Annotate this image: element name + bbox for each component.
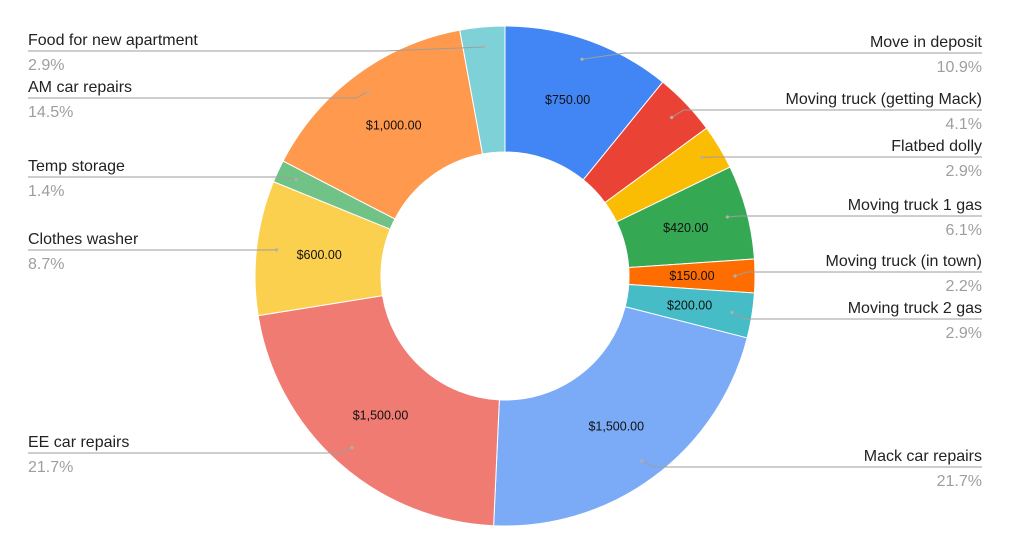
leader-line-moving-truck-getting-mack — [671, 109, 982, 118]
slice-label-moving-truck-in-town: Moving truck (in town) — [826, 253, 983, 270]
leader-dot-ee-car-repairs — [350, 446, 354, 450]
slice-label-mack-car-repairs: Mack car repairs — [864, 448, 982, 465]
leader-dot-mack-car-repairs — [640, 459, 644, 463]
leader-line-moving-truck-1-gas — [727, 215, 982, 218]
leader-dot-move-in-deposit — [580, 57, 584, 61]
leader-line-mack-car-repairs — [641, 460, 982, 468]
slice-ee-car-repairs[interactable] — [257, 295, 500, 527]
leader-line-moving-truck-in-town — [734, 271, 982, 277]
leader-line-ee-car-repairs — [28, 447, 353, 454]
leader-dot-temp-storage — [294, 177, 298, 182]
leader-lines-group — [28, 45, 982, 468]
slices-group — [254, 25, 756, 527]
slice-value-mack-car-repairs: $1,500.00 — [588, 419, 644, 433]
slice-percent-moving-truck-in-town: 2.2% — [946, 278, 982, 295]
slice-am-car-repairs[interactable] — [282, 29, 484, 220]
leader-dot-moving-truck-getting-mack — [670, 115, 674, 120]
slice-outer-labels: Move in deposit 10.9% Moving truck (gettin… — [28, 32, 983, 490]
slice-percent-clothes-washer: 8.7% — [28, 256, 64, 273]
slice-percent-mack-car-repairs: 21.7% — [937, 473, 982, 490]
slice-percent-temp-storage: 1.4% — [28, 183, 64, 200]
leader-dot-food-for-new-apartment — [482, 45, 486, 49]
slice-mack-car-repairs[interactable] — [493, 306, 748, 527]
slice-value-labels: $750.00 $420.00 $150.00 $200.00 $1,500.00 $1,… — [297, 93, 715, 433]
slice-value-clothes-washer: $600.00 — [297, 248, 342, 262]
slice-label-moving-truck-2-gas: Moving truck 2 gas — [848, 300, 982, 317]
slice-label-clothes-washer: Clothes washer — [28, 231, 139, 248]
slice-percent-ee-car-repairs: 21.7% — [28, 459, 73, 476]
slice-percent-food-for-new-apartment: 2.9% — [28, 57, 64, 74]
slice-percent-moving-truck-2-gas: 2.9% — [946, 325, 982, 342]
slice-value-ee-car-repairs: $1,500.00 — [353, 409, 409, 423]
slice-value-am-car-repairs: $1,000.00 — [366, 119, 422, 133]
slice-percent-moving-truck-getting-mack: 4.1% — [946, 116, 982, 133]
leader-dot-flatbed-dolly — [700, 155, 704, 159]
slice-label-flatbed-dolly: Flatbed dolly — [891, 138, 982, 155]
slice-percent-am-car-repairs: 14.5% — [28, 104, 73, 121]
slice-label-am-car-repairs: AM car repairs — [28, 79, 132, 96]
slice-value-moving-truck-1-gas: $420.00 — [663, 221, 708, 235]
slice-value-moving-truck-in-town: $150.00 — [669, 269, 714, 283]
slice-value-move-in-deposit: $750.00 — [545, 93, 590, 107]
leader-line-move-in-deposit — [581, 52, 982, 60]
leader-line-temp-storage — [28, 176, 297, 181]
leader-dot-clothes-washer — [274, 248, 279, 252]
slice-label-food-for-new-apartment: Food for new apartment — [28, 32, 198, 49]
slice-food-for-new-apartment[interactable] — [459, 25, 506, 155]
slice-label-temp-storage: Temp storage — [28, 158, 125, 175]
slice-percent-flatbed-dolly: 2.9% — [946, 163, 982, 180]
slice-label-moving-truck-1-gas: Moving truck 1 gas — [848, 197, 982, 214]
leader-line-moving-truck-2-gas — [731, 312, 982, 320]
slice-percent-moving-truck-1-gas: 6.1% — [946, 222, 982, 239]
leader-dot-moving-truck-1-gas — [725, 215, 729, 219]
leader-dot-moving-truck-in-town — [733, 274, 737, 278]
slice-label-move-in-deposit: Move in deposit — [870, 34, 983, 51]
leader-dot-moving-truck-2-gas — [730, 310, 734, 315]
slice-value-moving-truck-2-gas: $200.00 — [667, 299, 712, 313]
slice-label-ee-car-repairs: EE car repairs — [28, 434, 129, 451]
slice-label-moving-truck-getting-mack: Moving truck (getting Mack) — [785, 91, 982, 108]
leader-dot-am-car-repairs — [366, 89, 370, 93]
leader-line-food-for-new-apartment — [28, 46, 485, 52]
leader-line-am-car-repairs — [28, 90, 369, 99]
slice-percent-move-in-deposit: 10.9% — [937, 59, 982, 76]
